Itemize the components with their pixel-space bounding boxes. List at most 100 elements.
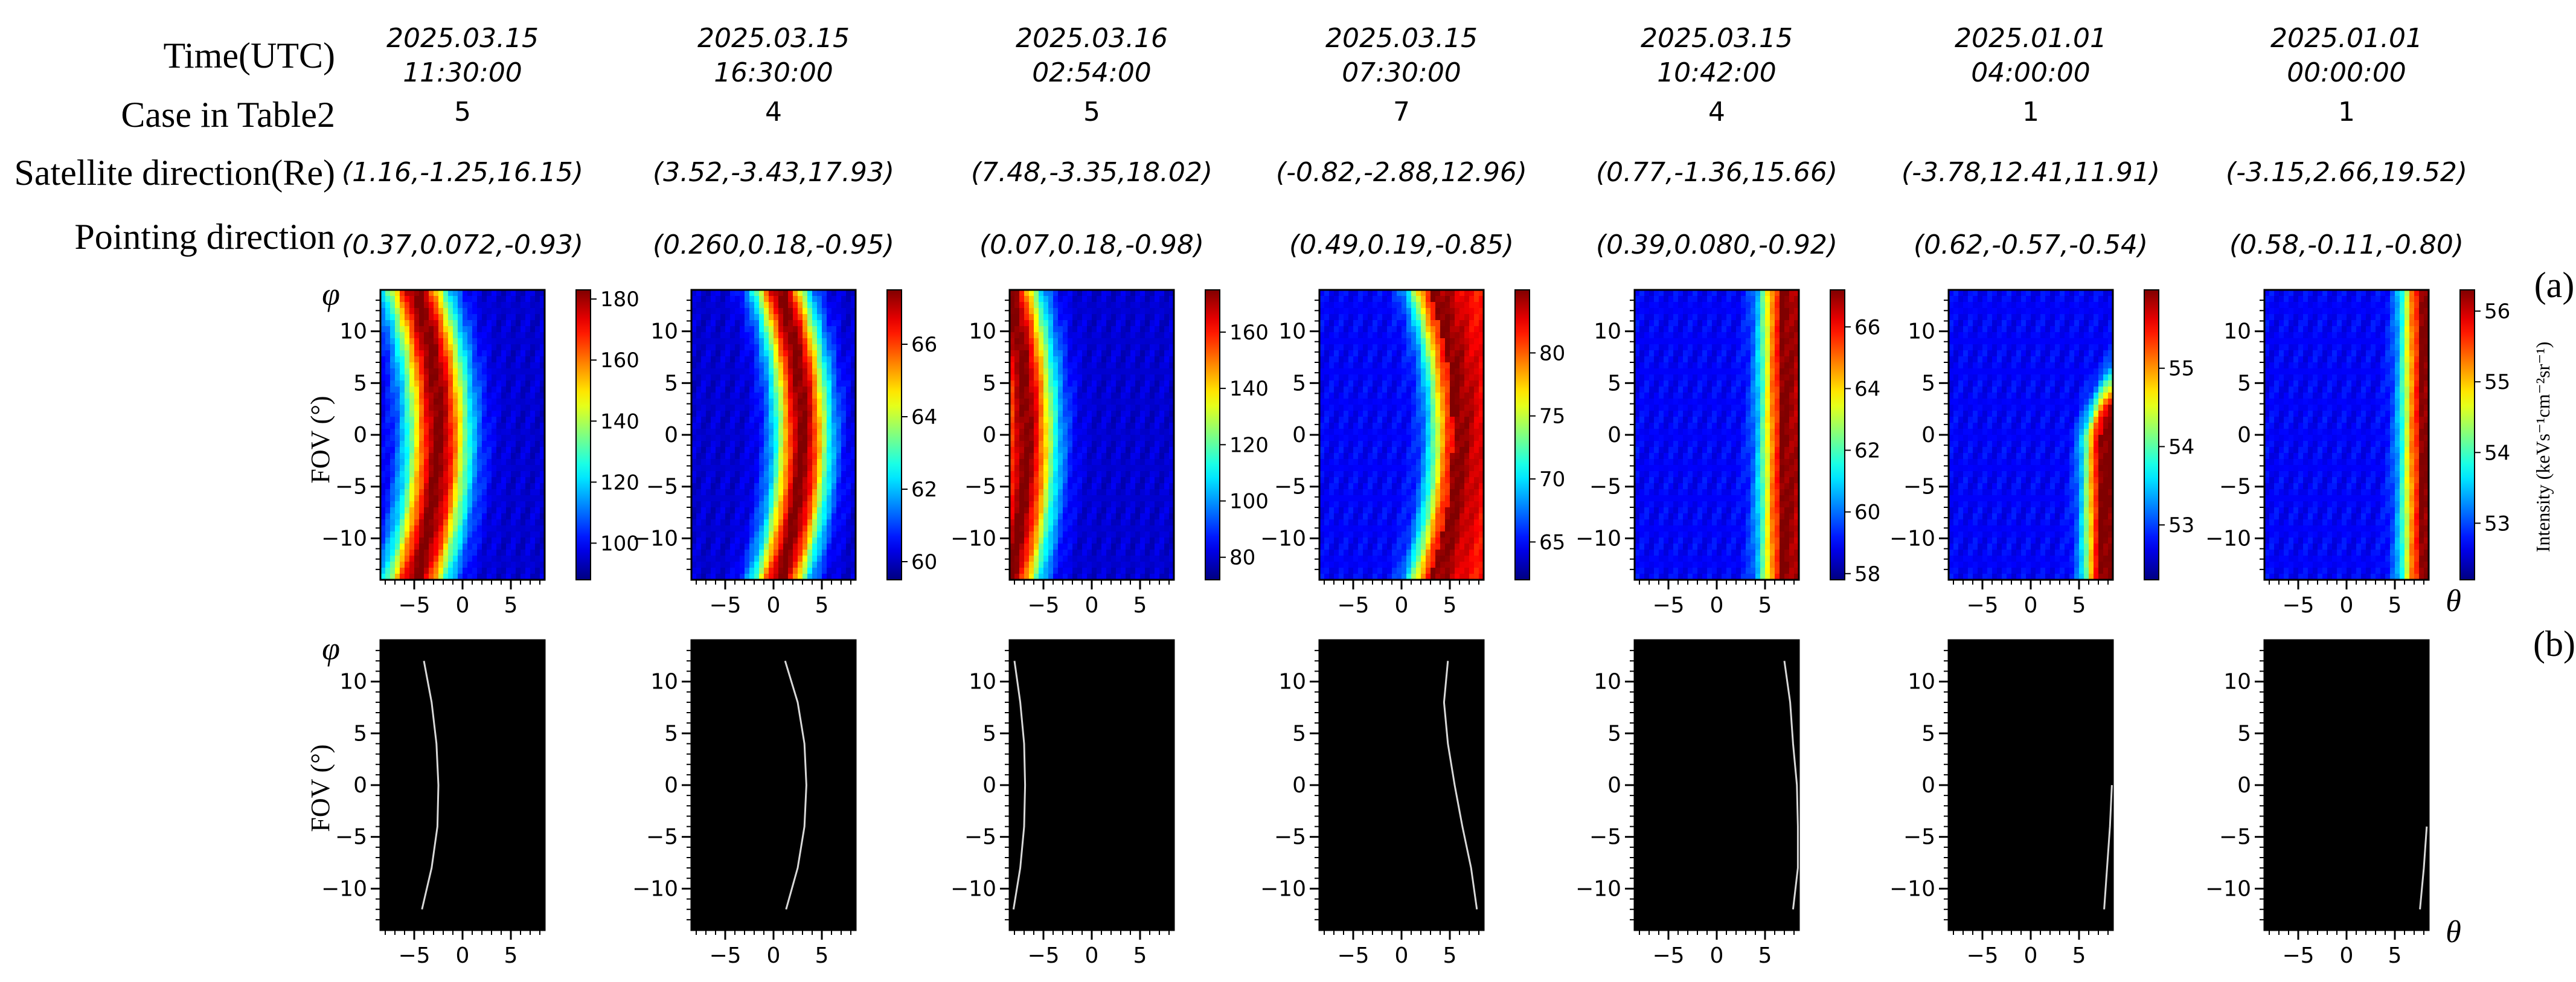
heatmap-cell xyxy=(812,550,818,556)
heatmap-cell xyxy=(1068,531,1073,538)
heatmap-cell xyxy=(716,483,721,490)
heatmap-cell xyxy=(1043,290,1049,297)
heatmap-cell xyxy=(1053,471,1059,478)
heatmap-cell xyxy=(472,459,478,466)
heatmap-cell xyxy=(783,429,789,435)
heatmap-cell xyxy=(414,519,420,526)
heatmap-cell xyxy=(754,447,760,454)
heatmap-cell xyxy=(1126,368,1131,375)
heatmap-cell xyxy=(798,368,803,375)
heatmap-cell xyxy=(846,465,851,472)
heatmap-cell xyxy=(1150,374,1155,381)
heatmap-cell xyxy=(740,405,745,411)
heatmap-cell xyxy=(395,302,400,309)
heatmap-cell xyxy=(1024,326,1030,333)
heatmap-cell xyxy=(1140,513,1145,520)
heatmap-cell xyxy=(774,435,779,441)
heatmap-cell xyxy=(735,544,740,550)
heatmap-cell xyxy=(1024,441,1030,448)
heatmap-cell xyxy=(1024,344,1030,351)
heatmap-cell xyxy=(691,489,697,496)
heatmap-cell xyxy=(1087,453,1092,460)
heatmap-cell xyxy=(798,302,803,309)
heatmap-cell xyxy=(778,441,784,448)
heatmap-cell xyxy=(1034,471,1039,478)
heatmap-cell xyxy=(1135,302,1141,309)
heatmap-cell xyxy=(759,380,764,387)
heatmap-cell xyxy=(716,338,721,345)
heatmap-cell xyxy=(1140,525,1145,532)
heatmap-cell xyxy=(807,574,813,580)
heatmap-cell xyxy=(1024,399,1030,405)
heatmap-cell xyxy=(1024,459,1030,466)
heatmap-cell xyxy=(419,308,425,315)
heatmap-cell xyxy=(419,465,425,472)
heatmap-cell xyxy=(467,411,473,417)
heatmap-cell xyxy=(467,531,473,538)
heatmap-cell xyxy=(798,314,803,321)
heatmap-cell xyxy=(1155,320,1160,327)
heatmap-cell xyxy=(730,459,735,466)
heatmap-cell xyxy=(458,459,463,466)
heatmap-cell xyxy=(1034,332,1039,339)
heatmap-cell xyxy=(701,538,706,544)
heatmap-cell xyxy=(793,574,798,580)
heatmap-cell xyxy=(434,405,439,411)
heatmap-cell xyxy=(807,483,813,490)
heatmap-cell xyxy=(774,471,779,478)
heatmap-cell xyxy=(501,350,507,357)
heatmap-cell xyxy=(1019,489,1025,496)
heatmap-cell xyxy=(836,538,842,544)
panel-b-label: (b) xyxy=(2533,624,2575,664)
heatmap-cell xyxy=(807,368,813,375)
heatmap-cell xyxy=(385,350,391,357)
heatmap-cell xyxy=(1014,417,1020,423)
heatmap-cell xyxy=(1077,326,1083,333)
heatmap-cell xyxy=(1169,538,1174,544)
heatmap-cell xyxy=(395,574,400,580)
header-case: 4 xyxy=(765,97,782,127)
heatmap-cell xyxy=(1034,507,1039,514)
heatmap-cell xyxy=(540,290,545,297)
heatmap-cell xyxy=(453,405,458,411)
heatmap-cell xyxy=(1087,513,1092,520)
heatmap-cell xyxy=(774,483,779,490)
heatmap-cell xyxy=(380,489,386,496)
heatmap-cell xyxy=(1019,338,1025,345)
heatmap-cell xyxy=(1010,290,1015,297)
heatmap-cell xyxy=(414,513,420,520)
heatmap-cell xyxy=(467,314,473,321)
heatmap-cell xyxy=(385,411,391,417)
heatmap-cell xyxy=(1087,423,1092,429)
heatmap-cell xyxy=(535,332,540,339)
heatmap-cell xyxy=(395,374,400,381)
heatmap-cell xyxy=(730,417,735,423)
heatmap-cell xyxy=(487,344,492,351)
heatmap-cell xyxy=(1068,447,1073,454)
header-pointing: (0.260,0.18,-0.95) xyxy=(653,229,894,260)
heatmap-cell xyxy=(1140,374,1145,381)
heatmap-cell xyxy=(380,459,386,466)
heatmap-cell xyxy=(521,411,526,417)
heatmap-cell xyxy=(448,296,453,303)
heatmap-cell xyxy=(822,501,827,508)
heatmap-cell xyxy=(1043,411,1049,417)
heatmap-cell xyxy=(501,290,507,297)
heatmap-cell xyxy=(798,483,803,490)
heatmap-cell xyxy=(783,507,789,514)
heatmap-cell xyxy=(414,483,420,490)
heatmap-cell xyxy=(477,453,482,460)
heatmap-cell xyxy=(477,399,482,405)
heatmap-cell xyxy=(725,387,731,393)
heatmap-cell xyxy=(1130,429,1136,435)
heatmap-cell xyxy=(487,429,492,435)
heatmap-cell xyxy=(453,441,458,448)
heatmap-cell xyxy=(1063,399,1068,405)
heatmap-cell xyxy=(414,429,420,435)
heatmap-cell xyxy=(1111,459,1117,466)
heatmap-cell xyxy=(764,314,769,321)
heatmap-cell xyxy=(492,453,497,460)
heatmap-cell xyxy=(817,459,822,466)
heatmap-cell xyxy=(754,513,760,520)
heatmap-cell xyxy=(424,350,429,357)
